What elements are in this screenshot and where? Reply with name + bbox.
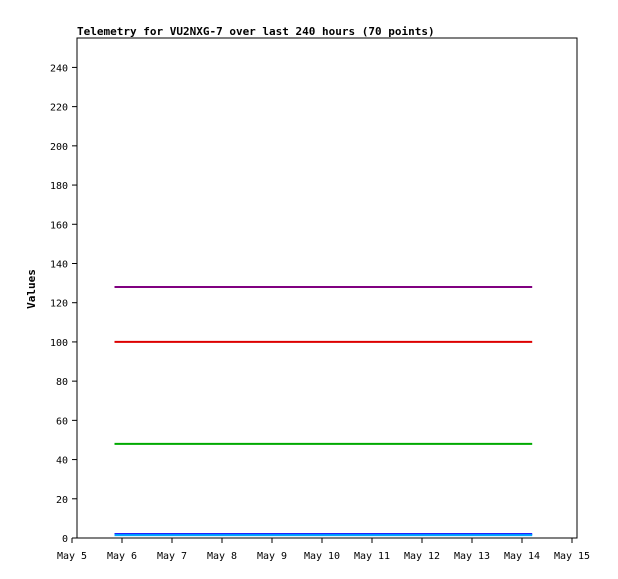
x-axis: May 5 May 6 May 7 May 8 May 9 May 10 May 11 May… xyxy=(57,538,590,562)
chart-title: Telemetry for VU2NXG-7 over last 240 hou… xyxy=(77,25,435,38)
y-tick-label: 120 xyxy=(50,299,68,310)
x-tick-label: May 10 xyxy=(304,551,340,562)
x-tick-label: May 8 xyxy=(207,551,237,562)
y-axis-label: Values xyxy=(25,269,38,309)
y-tick-label: 0 xyxy=(62,534,68,545)
x-tick-label: May 13 xyxy=(454,551,490,562)
x-tick-label: May 15 xyxy=(554,551,590,562)
series-lines xyxy=(114,286,533,537)
y-tick-label: 220 xyxy=(50,103,68,114)
x-tick-label: May 11 xyxy=(354,551,390,562)
y-tick-label: 160 xyxy=(50,220,68,231)
y-tick-label: 80 xyxy=(56,377,68,388)
x-tick-label: May 7 xyxy=(157,551,187,562)
y-tick-label: 60 xyxy=(56,416,68,427)
y-tick-label: 40 xyxy=(56,456,68,467)
y-tick-label: 240 xyxy=(50,63,68,74)
y-tick-label: 200 xyxy=(50,142,68,153)
x-tick-label: May 6 xyxy=(107,551,137,562)
x-tick-label: May 5 xyxy=(57,551,87,562)
plot-frame xyxy=(76,37,578,539)
x-tick-label: May 9 xyxy=(257,551,287,562)
y-axis: 0 20 40 60 80 100 120 140 160 180 200 220 240 xyxy=(50,63,77,545)
x-tick-label: May 14 xyxy=(504,551,540,562)
x-tick-label: May 12 xyxy=(404,551,440,562)
y-tick-label: 100 xyxy=(50,338,68,349)
y-tick-label: 180 xyxy=(50,181,68,192)
y-tick-label: 140 xyxy=(50,259,68,270)
y-tick-label: 20 xyxy=(56,495,68,506)
